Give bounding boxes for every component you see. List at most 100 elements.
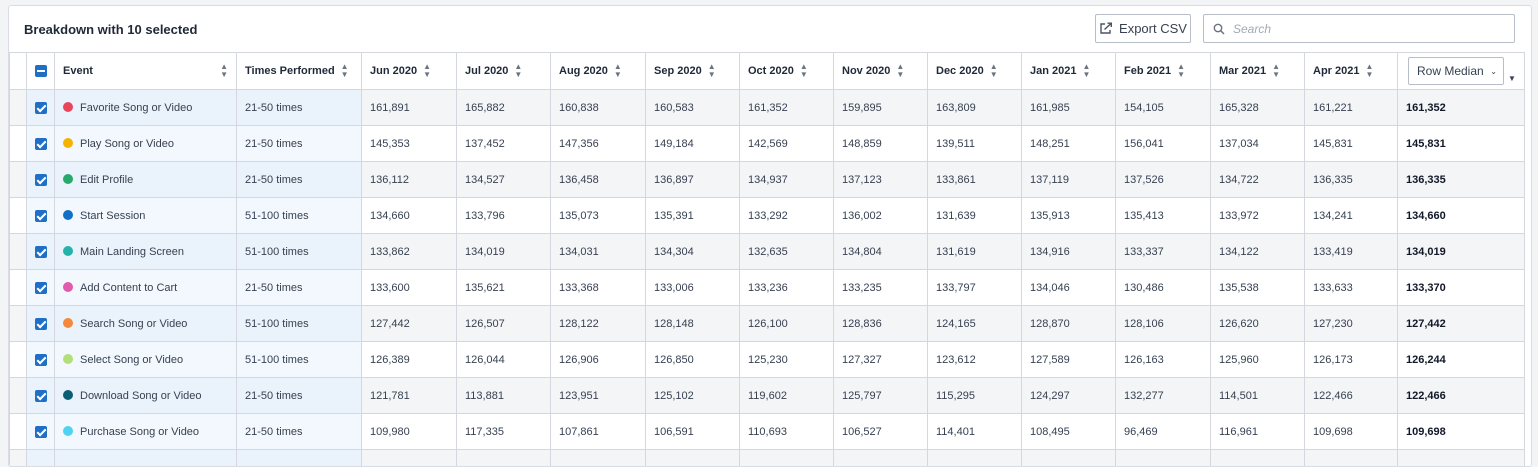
row-checkbox-icon[interactable] <box>35 354 47 366</box>
row-checkbox-cell[interactable] <box>27 414 55 450</box>
sort-icon[interactable]: ▲▼ <box>423 63 431 79</box>
row-checkbox-cell[interactable] <box>27 450 55 467</box>
row-checkbox-cell[interactable] <box>27 270 55 306</box>
value-cell: 133,006 <box>646 270 740 306</box>
column-header-month[interactable]: Jul 2020▲▼ <box>457 53 551 90</box>
search-box[interactable] <box>1203 14 1515 43</box>
row-checkbox-cell[interactable] <box>27 234 55 270</box>
sort-icon[interactable]: ▲▼ <box>220 63 228 79</box>
value-cell: 156,041 <box>1116 126 1211 162</box>
value-cell: 133,797 <box>928 270 1022 306</box>
sort-icon[interactable]: ▲▼ <box>614 63 622 79</box>
row-checkbox-cell[interactable] <box>27 306 55 342</box>
search-input[interactable] <box>1233 22 1503 36</box>
value-cell: 134,304 <box>646 234 740 270</box>
event-cell: Edit Profile <box>55 162 237 198</box>
sort-icon[interactable]: ▲▼ <box>896 63 904 79</box>
row-checkbox-cell[interactable] <box>27 378 55 414</box>
sort-icon[interactable]: ▲▼ <box>1365 63 1373 79</box>
event-cell: Main Landing Screen <box>55 234 237 270</box>
row-checkbox-icon[interactable] <box>35 282 47 294</box>
column-menu-caret-icon[interactable]: ▼ <box>1508 74 1516 83</box>
row-checkbox-cell[interactable] <box>27 162 55 198</box>
event-name: Play Song or Video <box>80 138 174 150</box>
sort-icon[interactable]: ▲▼ <box>1272 63 1280 79</box>
sort-icon[interactable]: ▲▼ <box>990 63 998 79</box>
column-header-month[interactable]: Dec 2020▲▼ <box>928 53 1022 90</box>
table-row[interactable] <box>10 450 1525 467</box>
times-performed-cell: 21-50 times <box>237 378 362 414</box>
sort-icon[interactable]: ▲▼ <box>1082 63 1090 79</box>
column-header-month[interactable]: Mar 2021▲▼ <box>1211 53 1305 90</box>
row-stub <box>10 162 27 198</box>
row-checkbox-cell[interactable] <box>27 126 55 162</box>
row-checkbox-icon[interactable] <box>35 246 47 258</box>
column-header-label: Sep 2020 <box>654 65 702 77</box>
times-performed-cell: 21-50 times <box>237 162 362 198</box>
series-color-dot-icon <box>63 246 73 256</box>
value-cell: 133,796 <box>457 198 551 234</box>
value-cell: 125,230 <box>740 342 834 378</box>
value-cell: 160,583 <box>646 90 740 126</box>
column-header-month[interactable]: Nov 2020▲▼ <box>834 53 928 90</box>
row-checkbox-icon[interactable] <box>35 426 47 438</box>
row-checkbox-icon[interactable] <box>35 138 47 150</box>
export-csv-button[interactable]: Export CSV <box>1095 14 1191 43</box>
column-header-event[interactable]: Event▲▼ <box>55 53 237 90</box>
row-median-select[interactable]: Row Median ⌄ <box>1408 57 1504 85</box>
row-checkbox-cell[interactable] <box>27 198 55 234</box>
row-checkbox-cell[interactable] <box>27 90 55 126</box>
sort-icon[interactable]: ▲▼ <box>800 63 808 79</box>
event-name: Download Song or Video <box>80 390 202 402</box>
column-header-month[interactable]: Sep 2020 ▲▼ <box>646 53 740 90</box>
value-cell: 131,639 <box>928 198 1022 234</box>
value-cell: 123,612 <box>928 342 1022 378</box>
value-cell: 125,102 <box>646 378 740 414</box>
value-cell: 128,836 <box>834 306 928 342</box>
row-checkbox-icon[interactable] <box>35 102 47 114</box>
column-header-times-performed[interactable]: Times Performed▲▼ <box>237 53 362 90</box>
value-cell: 136,002 <box>834 198 928 234</box>
row-checkbox-icon[interactable] <box>35 174 47 186</box>
select-all-checkbox-cell[interactable] <box>27 53 55 90</box>
sort-icon[interactable]: ▲▼ <box>1177 63 1185 79</box>
column-header-month[interactable]: Aug 2020▲▼ <box>551 53 646 90</box>
series-color-dot-icon <box>63 390 73 400</box>
value-cell: 114,401 <box>928 414 1022 450</box>
sort-icon[interactable]: ▲▼ <box>708 63 716 79</box>
event-cell: Purchase Song or Video <box>55 414 237 450</box>
row-checkbox-icon[interactable] <box>35 390 47 402</box>
row-checkbox-cell[interactable] <box>27 342 55 378</box>
event-cell: Download Song or Video <box>55 378 237 414</box>
value-cell: 145,353 <box>362 126 457 162</box>
value-cell: 142,569 <box>740 126 834 162</box>
select-all-checkbox-icon[interactable] <box>35 65 47 77</box>
sort-icon[interactable]: ▲▼ <box>341 63 349 79</box>
row-checkbox-icon[interactable] <box>35 318 47 330</box>
value-cell: 134,916 <box>1022 234 1116 270</box>
column-header-month[interactable]: Jan 2021▲▼ <box>1022 53 1116 90</box>
value-cell <box>1022 450 1116 467</box>
value-cell: 133,236 <box>740 270 834 306</box>
row-median-cell: 109,698 <box>1398 414 1525 450</box>
column-header-month[interactable]: Feb 2021▲▼ <box>1116 53 1211 90</box>
value-cell: 135,538 <box>1211 270 1305 306</box>
value-cell: 135,621 <box>457 270 551 306</box>
column-header-month[interactable]: Jun 2020▲▼ <box>362 53 457 90</box>
row-checkbox-icon[interactable] <box>35 210 47 222</box>
column-header-month[interactable]: Oct 2020▲▼ <box>740 53 834 90</box>
vertical-scrollbar[interactable] <box>1531 52 1532 465</box>
value-cell: 107,861 <box>551 414 646 450</box>
column-header-month[interactable]: Apr 2021▲▼ <box>1305 53 1398 90</box>
sort-icon[interactable]: ▲▼ <box>514 63 522 79</box>
